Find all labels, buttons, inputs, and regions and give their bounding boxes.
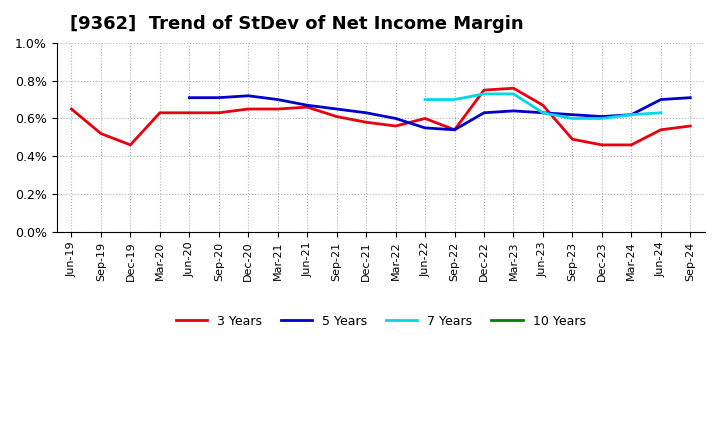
3 Years (185, 110, 194, 115)
3 Years (568, 136, 577, 142)
5 Years (244, 93, 253, 99)
5 Years (215, 95, 223, 100)
5 Years (420, 125, 429, 131)
Text: [9362]  Trend of StDev of Net Income Margin: [9362] Trend of StDev of Net Income Marg… (70, 15, 523, 33)
5 Years (657, 97, 665, 102)
5 Years (539, 110, 547, 115)
7 Years (450, 97, 459, 102)
5 Years (333, 106, 341, 112)
7 Years (568, 116, 577, 121)
Line: 3 Years: 3 Years (71, 88, 690, 145)
5 Years (509, 108, 518, 114)
5 Years (362, 110, 371, 115)
7 Years (509, 91, 518, 96)
3 Years (627, 142, 636, 147)
7 Years (420, 97, 429, 102)
3 Years (67, 106, 76, 112)
3 Years (539, 103, 547, 108)
3 Years (420, 116, 429, 121)
5 Years (598, 114, 606, 119)
3 Years (303, 104, 312, 110)
7 Years (539, 110, 547, 115)
3 Years (362, 120, 371, 125)
5 Years (450, 127, 459, 132)
Line: 5 Years: 5 Years (189, 96, 690, 130)
5 Years (274, 97, 282, 102)
3 Years (126, 142, 135, 147)
5 Years (185, 95, 194, 100)
7 Years (627, 112, 636, 117)
3 Years (480, 88, 488, 93)
5 Years (686, 95, 695, 100)
3 Years (686, 123, 695, 128)
Legend: 3 Years, 5 Years, 7 Years, 10 Years: 3 Years, 5 Years, 7 Years, 10 Years (171, 310, 590, 333)
3 Years (509, 86, 518, 91)
3 Years (244, 106, 253, 112)
3 Years (156, 110, 164, 115)
5 Years (303, 103, 312, 108)
3 Years (96, 131, 105, 136)
3 Years (391, 123, 400, 128)
3 Years (450, 127, 459, 132)
5 Years (568, 112, 577, 117)
3 Years (333, 114, 341, 119)
3 Years (274, 106, 282, 112)
7 Years (657, 110, 665, 115)
3 Years (657, 127, 665, 132)
5 Years (391, 116, 400, 121)
3 Years (598, 142, 606, 147)
5 Years (627, 112, 636, 117)
5 Years (480, 110, 488, 115)
Line: 7 Years: 7 Years (425, 94, 661, 118)
3 Years (215, 110, 223, 115)
7 Years (598, 116, 606, 121)
7 Years (480, 91, 488, 96)
